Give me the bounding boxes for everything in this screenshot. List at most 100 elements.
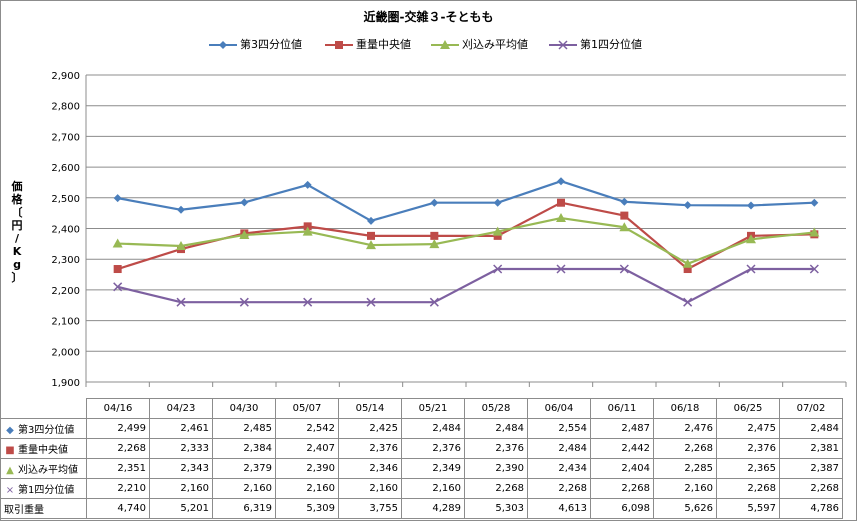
y-tick-label: 2,100 (51, 317, 80, 328)
row-label-text: 第1四分位値 (18, 485, 75, 496)
table-row: ▲ 刈込み平均値 2,351 2,343 2,379 2,390 2,346 2,349 2,3… (0, 458, 843, 479)
y-tick-label: 1,900 (51, 378, 80, 389)
table-cell: 2,387 (779, 458, 843, 479)
x-category-label: 06/18 (653, 398, 717, 419)
table-row-label: 取引重量 (0, 498, 87, 519)
table-cell: 6,319 (212, 498, 276, 519)
y-axis-label-char: 価 (11, 180, 23, 193)
chart-title: 近畿圏-交雑３-そともも (363, 10, 494, 24)
table-cell: 2,160 (401, 478, 465, 499)
table-cell: 2,484 (401, 418, 465, 439)
data-point-triangle (239, 229, 250, 239)
table-cell: 2,268 (716, 478, 780, 499)
data-point-diamond (620, 197, 629, 206)
data-point-triangle (112, 238, 123, 248)
data-point-triangle (746, 234, 756, 244)
x-category-label: 04/23 (149, 398, 213, 419)
table-cell: 4,786 (779, 498, 843, 519)
table-cell: 2,425 (338, 418, 402, 439)
table-cell: 2,461 (149, 418, 213, 439)
table-cell: 2,484 (779, 418, 843, 439)
y-tick-label: 2,400 (51, 225, 80, 236)
legend-marker-x-icon (549, 40, 577, 50)
x-category-label: 07/02 (779, 398, 843, 419)
table-cell: 2,268 (86, 438, 150, 459)
legend: 第3四分位値 重量中央値 刈込み平均値 第1四分位値 (208, 36, 668, 54)
table-cell: 2,268 (779, 478, 843, 499)
table-cell: 5,626 (653, 498, 717, 519)
y-tick-label: 2,500 (51, 194, 80, 205)
table-cell: 2,210 (86, 478, 150, 499)
table-cell: 2,160 (653, 478, 717, 499)
table-cell: 2,499 (86, 418, 150, 439)
data-point-square (113, 265, 122, 274)
table-row-label: ◆ 第3四分位値 (0, 418, 87, 439)
table-cell: 2,379 (212, 458, 276, 479)
x-category-label: 05/28 (464, 398, 528, 419)
row-marker-icon: ▲ (6, 465, 14, 476)
table-cell: 4,740 (86, 498, 150, 519)
data-point-diamond (367, 216, 375, 225)
x-category-label: 04/30 (212, 398, 276, 419)
data-point-diamond (493, 198, 502, 207)
y-axis-label-char: K (12, 245, 22, 258)
table-cell: 2,365 (716, 458, 780, 479)
x-category-label: 05/14 (338, 398, 402, 419)
data-point-x (619, 264, 629, 274)
table-row: ◆ 第3四分位値 2,499 2,461 2,485 2,542 2,425 2,484 2,4… (0, 418, 843, 439)
table-cell: 2,285 (653, 458, 717, 479)
y-axis-label-char: 格 (11, 193, 23, 206)
series-line-2 (117, 216, 815, 265)
data-point-x (176, 297, 186, 307)
table-cell: 2,333 (149, 438, 213, 459)
data-point-diamond (303, 180, 312, 189)
table-cell: 2,160 (149, 478, 213, 499)
legend-marker-triangle-icon (431, 40, 459, 49)
table-cell: 2,484 (464, 418, 528, 439)
y-tick-label: 2,300 (51, 255, 80, 266)
row-marker-icon: × (5, 485, 15, 496)
table-cell: 2,542 (275, 418, 339, 439)
table-cell: 2,381 (779, 438, 843, 459)
table-cell: 2,349 (401, 458, 465, 479)
table-row: ■ 重量中央値 2,268 2,333 2,384 2,407 2,376 2,376 2,37… (0, 438, 843, 459)
row-marker-icon: ◆ (6, 425, 14, 436)
data-point-square (493, 231, 502, 240)
row-label-text: 第3四分位値 (18, 425, 75, 436)
table-cell: 5,309 (275, 498, 339, 519)
table-cell: 2,346 (338, 458, 402, 479)
row-label-text: 重量中央値 (18, 445, 68, 456)
legend-marker-diamond-icon (209, 41, 237, 49)
table-cell: 2,268 (527, 478, 591, 499)
table-header-row: 04/16 04/23 04/30 05/07 05/14 05/21 05/28 06/04… (0, 398, 843, 419)
x-category-label: 06/25 (716, 398, 780, 419)
legend-label-q1: 第1四分位値 (580, 38, 642, 51)
table-row: 取引重量 4,740 5,201 6,319 5,309 3,755 4,289 5,303 4… (0, 498, 843, 519)
table-cell: 5,303 (464, 498, 528, 519)
data-point-diamond (113, 194, 122, 203)
table-cell: 2,485 (212, 418, 276, 439)
data-point-triangle (556, 213, 566, 223)
data-point-triangle (176, 240, 186, 250)
data-point-x (493, 264, 503, 274)
data-point-diamond (557, 177, 565, 186)
table-row: × 第1四分位値 2,210 2,160 2,160 2,160 2,160 2,160 2,2… (0, 478, 843, 499)
y-tick-label: 2,600 (51, 163, 80, 174)
y-tick-label: 2,800 (51, 102, 80, 113)
data-point-square (683, 265, 692, 274)
data-point-x (809, 264, 819, 274)
y-axis-label-char: / (14, 232, 20, 245)
legend-label-q3: 第3四分位値 (240, 38, 302, 51)
series-line-3 (117, 267, 815, 304)
table-row-label: ▲ 刈込み平均値 (0, 458, 87, 479)
data-point-diamond (683, 201, 692, 210)
data-point-x (239, 297, 249, 307)
y-axis-label-char: 〕 (11, 271, 23, 284)
y-tick-label: 2,000 (51, 347, 80, 358)
data-point-x (683, 297, 693, 307)
y-tick-label: 2,200 (51, 286, 80, 297)
table-cell: 2,484 (527, 438, 591, 459)
row-marker-icon: ■ (5, 445, 15, 456)
y-tick-label: 2,700 (51, 132, 80, 143)
